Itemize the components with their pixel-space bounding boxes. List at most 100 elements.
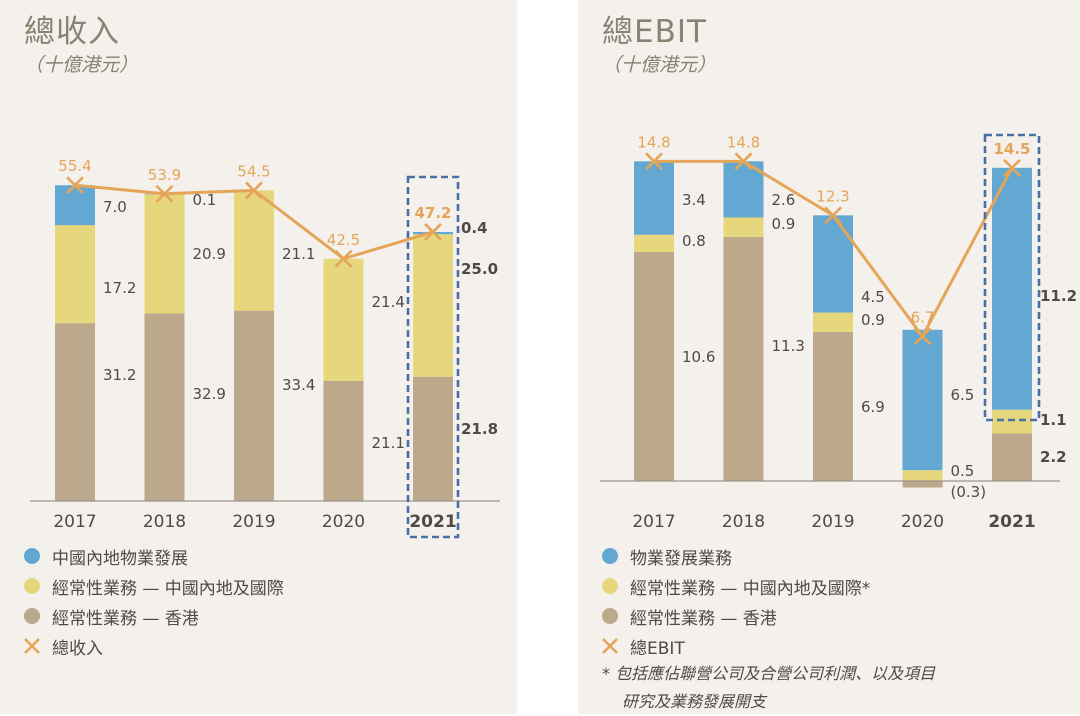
segment-label: 31.2 bbox=[103, 366, 136, 384]
total-label: 53.9 bbox=[148, 166, 181, 184]
revenue-chart: 31.2 17.2 7.0 2017 32.9 20.9 0.1 2018 33.4 21.1 20… bbox=[30, 157, 500, 539]
bar-segment bbox=[902, 470, 943, 481]
total-label: 42.5 bbox=[327, 231, 360, 249]
legend-item: 經常性業務 — 中國內地及國際* bbox=[602, 571, 870, 601]
segment-label: 33.4 bbox=[282, 376, 315, 394]
footnote-line-2: 研究及業務發展開支 bbox=[622, 692, 767, 711]
total-marker bbox=[334, 249, 353, 268]
x-tick-label: 2020 bbox=[901, 512, 944, 532]
segment-label: 3.4 bbox=[682, 191, 706, 209]
ebit-panel: 總EBIT （十億港元） 10.6 0.8 3.4 2017 11.3 0.9 2.6 201… bbox=[578, 0, 1080, 714]
legend-label: 總EBIT bbox=[630, 638, 685, 659]
x-tick-label: 2017 bbox=[53, 512, 96, 532]
highlight-box bbox=[983, 133, 1041, 422]
legend-item: 經常性業務 — 香港 bbox=[602, 601, 870, 631]
bar-segment bbox=[634, 252, 674, 481]
bar-segment bbox=[992, 409, 1032, 434]
segment-label: 6.9 bbox=[861, 398, 885, 416]
x-tick-label: 2019 bbox=[811, 512, 854, 532]
revenue-title: 總收入 bbox=[24, 14, 120, 50]
segment-label: 32.9 bbox=[193, 385, 226, 403]
segment-label: 2.6 bbox=[772, 191, 796, 209]
segment-label: 1.1 bbox=[1040, 411, 1067, 429]
segment-label: 21.4 bbox=[372, 293, 405, 311]
x-tick-label: 2021 bbox=[988, 512, 1035, 532]
legend-swatch-icon bbox=[24, 548, 40, 564]
x-tick-label: 2018 bbox=[143, 512, 186, 532]
segment-label: 6.5 bbox=[951, 386, 975, 404]
ebit-subtitle: （十億港元） bbox=[602, 54, 717, 76]
total-label: 14.5 bbox=[993, 140, 1030, 158]
ebit-footnote: * 包括應佔聯營公司及合營公司利潤、以及項目 研究及業務發展開支 bbox=[602, 660, 935, 716]
x-tick-label: 2021 bbox=[409, 512, 456, 532]
segment-label: 17.2 bbox=[103, 279, 136, 297]
bar-segment bbox=[55, 185, 95, 226]
bar-segment bbox=[813, 215, 853, 313]
legend-label: 經常性業務 — 中國內地及國際* bbox=[630, 578, 871, 599]
segment-label: 20.9 bbox=[193, 245, 226, 263]
x-tick-label: 2018 bbox=[722, 512, 765, 532]
legend-label: 經常性業務 — 香港 bbox=[52, 608, 199, 629]
segment-label: 0.1 bbox=[193, 191, 217, 209]
segment-label: 10.6 bbox=[682, 348, 715, 366]
bar-segment bbox=[902, 329, 943, 471]
legend-item: 經常性業務 — 香港 bbox=[24, 601, 284, 631]
legend-label: 中國內地物業發展 bbox=[52, 548, 188, 569]
segment-label: 0.9 bbox=[861, 311, 885, 329]
total-marker bbox=[734, 152, 753, 171]
segment-label: 0.8 bbox=[682, 232, 706, 250]
segment-label: 25.0 bbox=[461, 260, 498, 278]
segment-label: 0.4 bbox=[461, 219, 488, 237]
revenue-legend: 中國內地物業發展經常性業務 — 中國內地及國際 經常性業務 — 香港 總收入 bbox=[24, 541, 284, 661]
bar-segment bbox=[634, 234, 674, 253]
footnote-line-1: * 包括應佔聯營公司及合營公司利潤、以及項目 bbox=[602, 664, 936, 683]
cross-icon bbox=[602, 638, 618, 654]
total-label: 54.5 bbox=[237, 162, 270, 180]
legend-swatch-icon bbox=[602, 548, 618, 564]
revenue-subtitle: （十億港元） bbox=[24, 54, 139, 76]
legend-swatch-icon bbox=[24, 578, 40, 594]
segment-label: 21.8 bbox=[461, 420, 498, 438]
cross-icon bbox=[24, 638, 40, 654]
bar-segment bbox=[55, 323, 95, 501]
legend-item: 經常性業務 — 中國內地及國際 bbox=[24, 571, 284, 601]
bar-segment bbox=[902, 481, 943, 488]
segment-label: 0.9 bbox=[772, 215, 796, 233]
legend-swatch-icon bbox=[602, 578, 618, 594]
legend-item: 物業發展業務 bbox=[602, 541, 870, 571]
legend-item: 中國內地物業發展 bbox=[24, 541, 284, 571]
bar-segment bbox=[323, 380, 364, 501]
segment-label: 11.2 bbox=[1040, 287, 1077, 305]
legend-label: 經常性業務 — 香港 bbox=[630, 608, 777, 629]
bar-segment bbox=[144, 313, 185, 501]
legend-swatch-icon bbox=[24, 608, 40, 624]
segment-label: 7.0 bbox=[103, 198, 127, 216]
legend-label: 物業發展業務 bbox=[630, 548, 732, 569]
ebit-chart: 10.6 0.8 3.4 2017 11.3 0.9 2.6 2018 6.9 0.9 4.5 201… bbox=[600, 133, 1077, 532]
total-label: 12.3 bbox=[816, 187, 849, 205]
bar-segment bbox=[234, 310, 274, 501]
segment-label: 21.1 bbox=[282, 245, 315, 263]
legend-label: 總收入 bbox=[52, 638, 103, 659]
legend-item: 總EBIT bbox=[602, 631, 870, 661]
bar-segment bbox=[813, 331, 853, 481]
total-marker bbox=[424, 223, 442, 241]
bar-segment bbox=[723, 217, 764, 237]
total-marker bbox=[824, 206, 842, 225]
ebit-legend: 物業發展業務經常性業務 — 中國內地及國際* 經常性業務 — 香港 總EBIT bbox=[602, 541, 870, 661]
total-label: 6.7 bbox=[911, 308, 935, 326]
bar-segment bbox=[323, 258, 364, 381]
x-tick-label: 2019 bbox=[232, 512, 275, 532]
legend-item: 總收入 bbox=[24, 631, 284, 661]
segment-label: 4.5 bbox=[861, 288, 885, 306]
total-marker bbox=[155, 184, 174, 203]
legend-label: 經常性業務 — 中國內地及國際 bbox=[52, 578, 284, 599]
bar-segment bbox=[144, 194, 185, 314]
bar-segment bbox=[413, 376, 453, 501]
total-label: 14.8 bbox=[727, 133, 760, 151]
bar-segment bbox=[634, 161, 674, 235]
total-label: 55.4 bbox=[58, 157, 91, 175]
total-marker bbox=[66, 176, 84, 195]
bar-segment bbox=[992, 167, 1032, 410]
bar-segment bbox=[55, 225, 95, 324]
